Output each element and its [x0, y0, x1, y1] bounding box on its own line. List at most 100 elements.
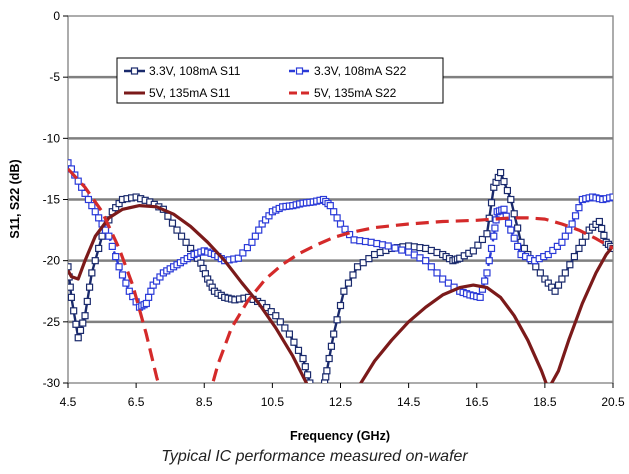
data-point-marker: [566, 261, 574, 269]
data-point-marker: [68, 293, 76, 301]
data-point-marker: [70, 307, 78, 315]
y-tick-label: -5: [49, 70, 60, 84]
data-point-marker: [314, 392, 320, 398]
data-point-marker: [609, 193, 613, 201]
data-point-marker: [510, 234, 518, 242]
data-point-marker: [481, 277, 489, 285]
data-point-marker: [294, 346, 303, 354]
figure-caption: Typical IC performance measured on-wafer: [161, 448, 468, 465]
data-point-marker: [173, 226, 181, 234]
data-point-marker: [344, 279, 353, 287]
data-point-marker: [565, 226, 573, 234]
x-tick-label: 16.5: [465, 395, 489, 409]
data-point-marker: [251, 232, 259, 240]
data-point-marker: [340, 287, 348, 295]
data-point-marker: [105, 232, 113, 240]
series-layer: [68, 159, 613, 398]
data-point-marker: [496, 168, 505, 177]
data-point-marker: [333, 214, 341, 222]
legend-box: [116, 57, 444, 104]
y-tick-label: -20: [43, 254, 61, 268]
data-point-marker: [507, 226, 515, 234]
series-line: [68, 167, 613, 383]
x-tick-label: 8.5: [196, 395, 213, 409]
legend-label: 5V, 135mA S22: [314, 86, 397, 100]
data-point-marker: [507, 195, 515, 204]
data-point-marker: [571, 212, 580, 220]
data-point-marker: [316, 390, 322, 396]
data-point-marker: [243, 244, 251, 252]
data-point-marker: [323, 367, 331, 375]
data-point-marker: [536, 269, 544, 277]
data-point-marker: [341, 225, 349, 233]
data-point-marker: [68, 283, 74, 291]
data-point-marker: [510, 210, 518, 218]
data-point-marker: [575, 204, 583, 212]
data-point-marker: [469, 247, 477, 255]
data-point-marker: [330, 208, 338, 216]
x-tick-label: 20.5: [601, 395, 625, 409]
data-point-marker: [321, 379, 329, 383]
data-point-marker: [514, 224, 522, 232]
data-point-marker: [551, 287, 559, 295]
data-point-marker: [327, 342, 336, 350]
data-point-marker: [349, 271, 357, 279]
data-point-marker: [478, 235, 487, 244]
data-point-marker: [267, 308, 275, 316]
data-point-marker: [532, 263, 540, 271]
data-point-marker: [301, 363, 309, 371]
data-point-marker: [168, 219, 177, 227]
data-point-marker: [318, 388, 324, 394]
data-point-marker: [336, 301, 345, 310]
x-tick-label: 18.5: [533, 395, 557, 409]
data-point-marker: [177, 232, 186, 240]
data-point-marker: [487, 244, 496, 253]
data-point-marker: [398, 246, 406, 254]
data-point-marker: [570, 252, 578, 261]
legend-label: 5V, 135mA S11: [149, 86, 231, 100]
data-point-marker: [333, 316, 341, 324]
data-point-marker: [182, 238, 190, 246]
data-point-marker: [490, 232, 498, 240]
data-point-marker: [72, 320, 80, 328]
data-point-marker: [422, 257, 430, 265]
data-point-marker: [391, 244, 399, 252]
data-point-marker: [549, 246, 557, 255]
y-tick-label: -10: [43, 131, 61, 145]
data-point-marker: [325, 354, 333, 363]
legend-label: 3.3V, 108mA S22: [314, 64, 407, 78]
data-point-marker: [68, 263, 72, 271]
data-point-marker: [600, 231, 608, 239]
data-point-marker: [500, 177, 508, 186]
data-point-marker: [95, 214, 103, 222]
y-tick-label: -25: [43, 315, 61, 329]
data-point-marker: [500, 205, 508, 213]
y-tick-label: -15: [43, 193, 61, 207]
data-point-marker: [474, 241, 482, 249]
data-point-marker: [433, 269, 441, 277]
data-point-marker: [145, 293, 153, 301]
data-point-marker: [553, 242, 561, 250]
data-point-marker: [558, 238, 566, 246]
data-point-marker: [147, 287, 155, 295]
data-point-marker: [320, 386, 326, 392]
data-point-marker: [68, 159, 72, 167]
data-point-marker: [85, 283, 94, 291]
data-point-marker: [142, 299, 150, 308]
data-point-marker: [322, 373, 330, 381]
data-point-marker: [88, 202, 96, 210]
data-point-marker: [476, 293, 484, 301]
data-point-marker: [598, 224, 606, 233]
data-point-marker: [544, 250, 552, 259]
data-point-marker: [503, 186, 512, 195]
data-point-marker: [98, 232, 106, 240]
data-point-marker: [359, 259, 367, 267]
data-point-marker: [303, 371, 312, 379]
data-point-marker: [487, 199, 496, 207]
data-point-marker: [491, 224, 499, 232]
x-tick-label: 12.5: [329, 395, 353, 409]
data-point-marker: [88, 269, 96, 277]
data-point-marker: [595, 217, 603, 226]
x-tick-label: 10.5: [261, 395, 285, 409]
